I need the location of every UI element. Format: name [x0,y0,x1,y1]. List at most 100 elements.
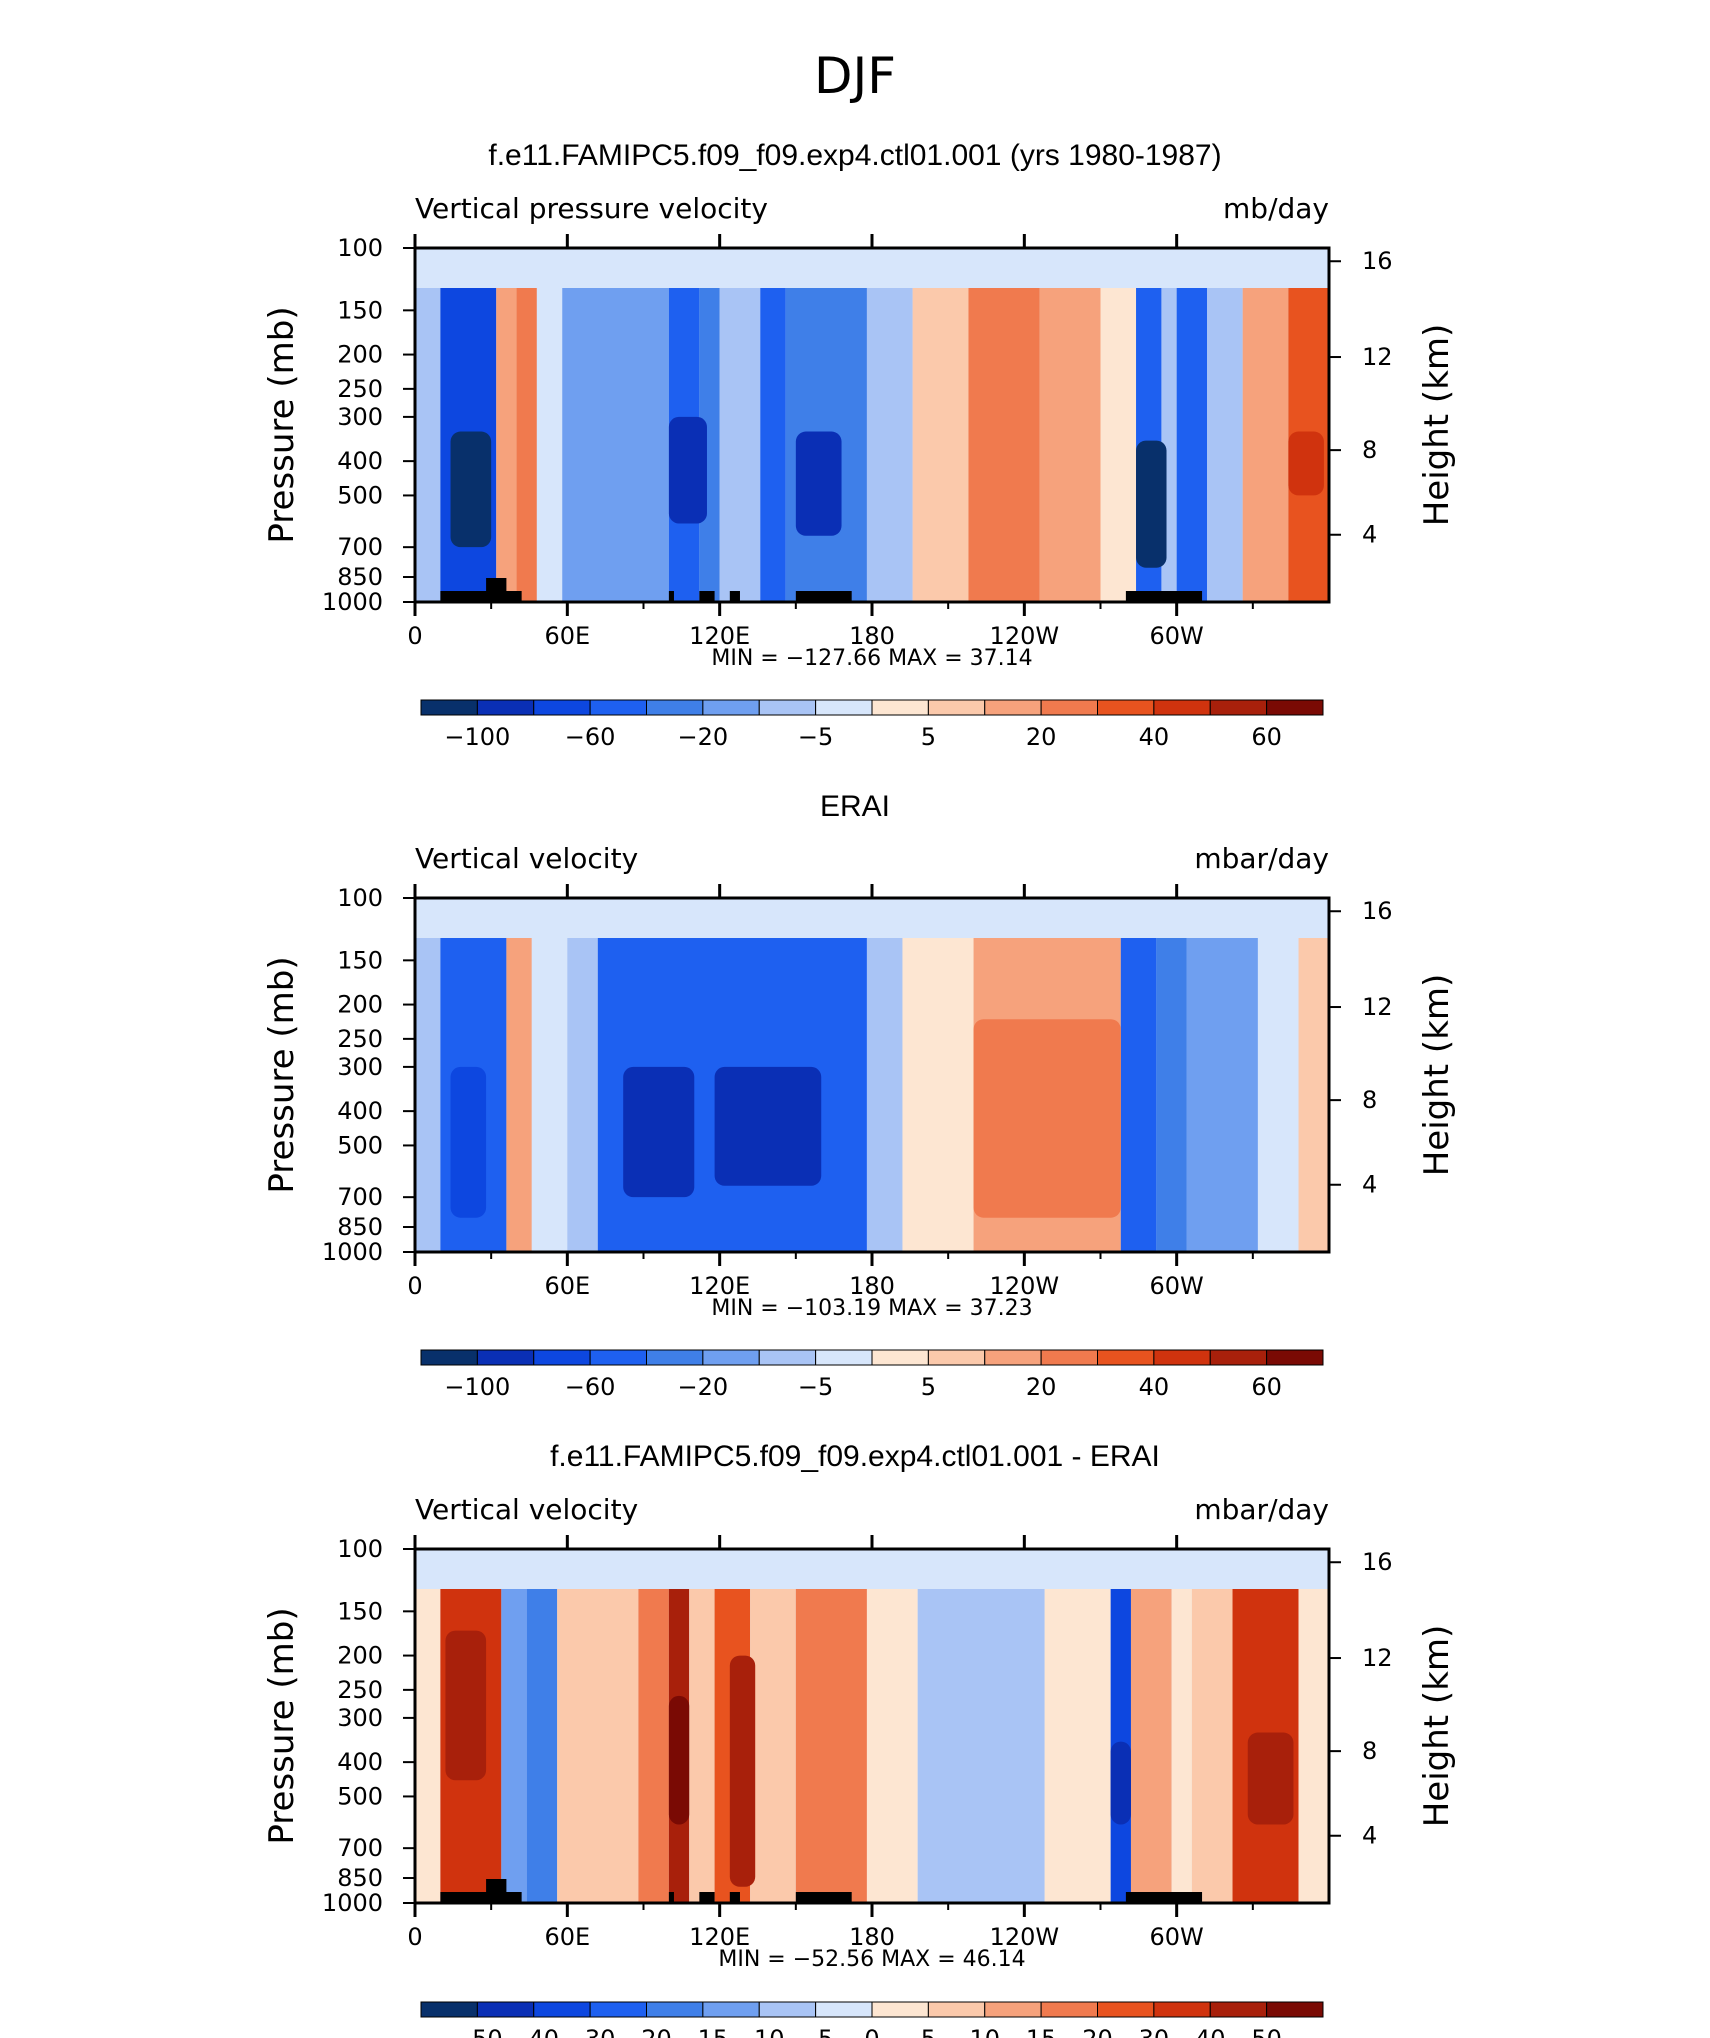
min-max-readout: MIN = −52.56 MAX = 46.14 [718,1947,1025,1972]
min-max-readout: MIN = −103.19 MAX = 37.23 [711,1296,1032,1321]
heatmap-cell [968,288,1040,602]
heatmap-cell [1191,1589,1233,1903]
colorbar-swatch [589,2001,647,2018]
x-tick-label: 120E [689,622,750,650]
colorbar-swatch [702,2001,760,2018]
heatmap-cell [1298,1589,1329,1903]
land-mask [440,1892,522,1903]
x-tick-label: 180 [849,1923,895,1951]
min-max-readout: MIN = −127.66 MAX = 37.14 [711,646,1032,671]
colorbar-swatch [702,1349,760,1366]
heatmap-cell [1176,288,1208,602]
x-tick-label: 60W [1150,1272,1204,1300]
y-axis-title: Pressure (mb) [262,306,302,543]
colorbar-swatch [1209,2001,1268,2018]
colorbar-swatch [420,1349,478,1366]
field-label: Vertical pressure velocity [415,192,768,225]
heatmap-core [1247,1732,1294,1825]
heatmap-cell [1130,1589,1172,1903]
y-tick-label: 850 [337,563,383,591]
heatmap-core [623,1066,695,1198]
y-tick-label: 400 [337,1748,383,1776]
colorbar-swatch [476,2001,535,2018]
colorbar-swatch [533,2001,591,2018]
land-mask [668,1892,674,1903]
y-axis-title: Pressure (mb) [262,956,302,1193]
y-tick-label: 150 [337,1597,383,1625]
colorbar-swatch [476,699,535,716]
y-tick-label: 500 [337,1131,383,1159]
colorbar-swatch [927,1349,986,1366]
land-mask [486,1879,507,1903]
x-tick-label: 60E [544,622,590,650]
x-tick-label: 60W [1150,622,1204,650]
colorbar-swatch [984,2001,1042,2018]
heatmap-cell [638,1589,669,1903]
colorbar-label: 60 [1251,1373,1282,1401]
field-label: Vertical velocity [415,842,638,875]
panel-title: f.e11.FAMIPC5.f09_f09.exp4.ctl01.001 - E… [550,1440,1160,1473]
x-tick-label: 60E [544,1272,590,1300]
colorbar-swatch [1097,2001,1155,2018]
colorbar-swatch [533,699,591,716]
y-tick-label: 500 [337,481,383,509]
colorbar-label: 30 [1139,2025,1170,2038]
heatmap-core [729,1655,756,1887]
colorbar-label: 40 [1139,1373,1170,1401]
y-tick-label: 850 [337,1864,383,1892]
colorbar-label: 20 [1026,1373,1057,1401]
colorbar-swatch [1209,1349,1268,1366]
page-title: DJF [814,47,896,105]
y-axis-title: Pressure (mb) [262,1607,302,1844]
y2-tick-label: 4 [1362,1822,1377,1850]
panel-3: f.e11.FAMIPC5.f09_f09.exp4.ctl01.001 - E… [262,1440,1457,2038]
colorbar-swatch [1153,2001,1211,2018]
x-tick-label: 0 [407,1272,422,1300]
colorbar-label: 60 [1251,723,1282,751]
y-tick-label: 1000 [322,1889,383,1917]
colorbar-label: 5 [921,1373,936,1401]
colorbar-swatch [646,1349,704,1366]
heatmap-cell [536,288,563,602]
land-mask [795,1892,852,1903]
y-tick-label: 150 [337,946,383,974]
land-mask [729,591,740,602]
heatmap-core [1136,440,1167,568]
colorbar-label: −60 [565,723,616,751]
heatmap-cell [1298,938,1329,1252]
y-tick-label: 300 [337,1053,383,1081]
heatmap-cell [1207,288,1243,602]
colorbar-swatch [984,1349,1042,1366]
land-mask [1125,1892,1203,1903]
heatmap-cell [699,288,720,602]
colorbar-label: 20 [1082,2025,1113,2038]
colorbar-swatch [1153,699,1211,716]
colorbar-swatch [758,699,817,716]
colorbar-swatch [420,699,478,716]
heatmap-cell [750,1589,796,1903]
heatmap-core [668,1695,690,1825]
colorbar-swatch [1209,699,1268,716]
y-tick-label: 150 [337,296,383,324]
x-tick-label: 120W [990,1272,1060,1300]
heatmap-cell [415,1589,441,1903]
y-tick-label: 700 [337,533,383,561]
colorbar-swatch [1266,2001,1324,2018]
heatmap-cell [912,288,969,602]
colorbar-swatch [1097,699,1155,716]
colorbar-label: 5 [921,2025,936,2038]
y2-tick-label: 12 [1362,1644,1393,1672]
heatmap-core [714,1066,822,1186]
colorbar-swatch [815,1349,873,1366]
heatmap-cell [760,288,786,602]
y-tick-label: 1000 [322,588,383,616]
x-tick-label: 0 [407,622,422,650]
heatmap-cell [531,938,568,1252]
heatmap-cell [1171,1589,1192,1903]
field-label: Vertical velocity [415,1493,638,1526]
y-tick-label: 100 [337,884,383,912]
heatmap-core [1288,431,1324,496]
y-tick-label: 700 [337,1183,383,1211]
